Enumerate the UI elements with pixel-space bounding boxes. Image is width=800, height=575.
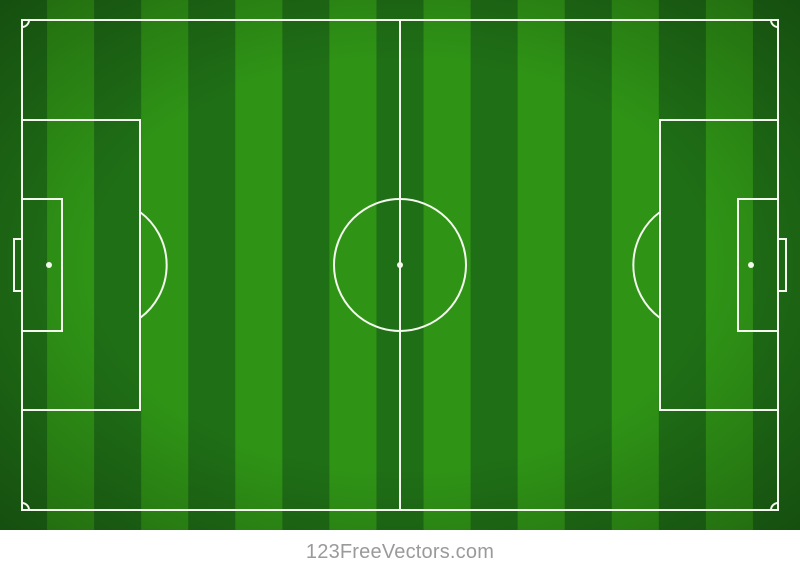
corner-arc-bottom-right — [770, 502, 779, 511]
footer: 123FreeVectors.com — [0, 530, 800, 575]
watermark-text: 123FreeVectors.com — [305, 541, 495, 563]
right-penalty-arc — [632, 211, 661, 319]
right-penalty-spot — [748, 262, 754, 268]
left-penalty-spot — [46, 262, 52, 268]
pitch-markings — [13, 19, 787, 511]
corner-arc-top-left — [21, 19, 30, 28]
corner-arc-bottom-left — [21, 502, 30, 511]
left-penalty-arc — [139, 211, 168, 319]
corner-arc-top-right — [770, 19, 779, 28]
left-goal — [13, 238, 23, 292]
center-spot — [397, 262, 403, 268]
pitch-svg — [0, 0, 800, 530]
football-pitch — [0, 0, 800, 530]
center-circle — [333, 198, 467, 332]
right-goal — [777, 238, 787, 292]
